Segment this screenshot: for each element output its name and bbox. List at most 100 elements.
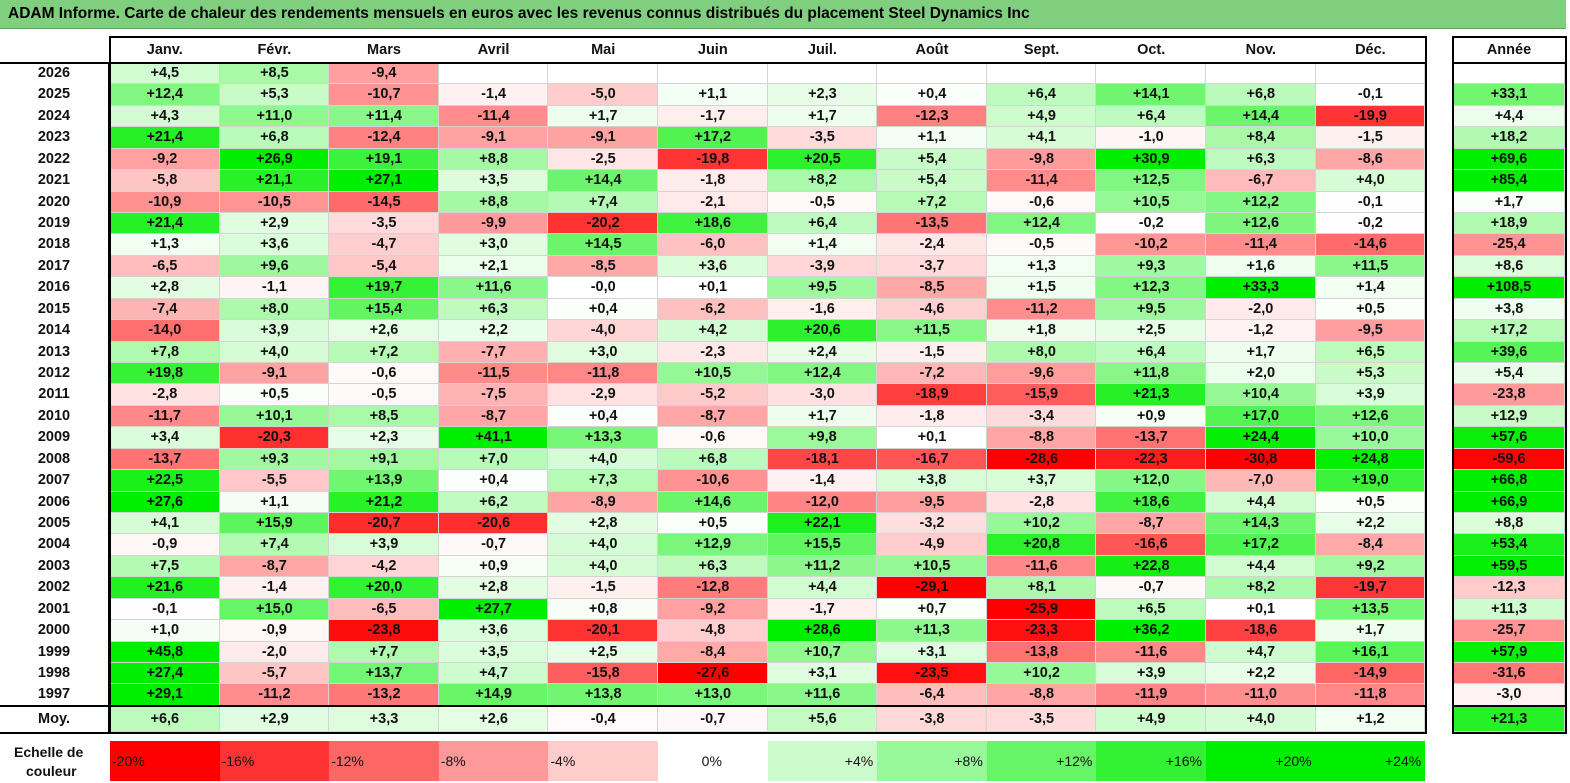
heatmap-cell — [329, 513, 439, 535]
heatmap-cell — [986, 363, 1097, 385]
heatmap-cell — [877, 170, 987, 192]
heatmap-cell — [767, 620, 878, 642]
heatmap-cell — [986, 170, 1097, 192]
heatmap-cell-value: +7,2 — [369, 343, 399, 360]
heatmap-cell — [329, 620, 439, 642]
heatmap-cell — [438, 577, 549, 599]
year-total-cell — [1453, 234, 1565, 256]
heatmap-cell-value: -2,8 — [1029, 493, 1055, 510]
heatmap-cell-value: -5,4 — [371, 257, 397, 274]
heatmap-cell-value: -23,3 — [1025, 622, 1059, 639]
heatmap-cell-value: -13,7 — [1134, 429, 1168, 446]
heatmap-cell — [658, 620, 768, 642]
heatmap-cell — [1315, 320, 1426, 342]
heatmap-cell-value: +0,4 — [588, 407, 618, 424]
heatmap-cell — [877, 84, 987, 106]
heatmap-cell — [877, 191, 987, 213]
heatmap-cell — [1206, 213, 1316, 235]
heatmap-cell-value: -11,4 — [477, 107, 510, 124]
heatmap-cell-value: +3,9 — [369, 536, 399, 553]
heatmap-cell-value: +8,8 — [479, 150, 508, 167]
heatmap-cell-value: +13,0 — [694, 686, 732, 703]
heatmap-cell-value: +0,1 — [917, 429, 947, 446]
heatmap-cell-value: -3,9 — [809, 257, 835, 274]
heatmap-cell-value: +33,3 — [1242, 279, 1280, 296]
heatmap-cell-value: +11,3 — [914, 622, 950, 639]
heatmap-cell — [548, 598, 658, 621]
heatmap-cell — [1315, 341, 1426, 363]
heatmap-cell — [329, 213, 439, 235]
heatmap-cell — [658, 513, 768, 535]
average-cell — [548, 705, 658, 732]
heatmap-cell — [219, 191, 330, 213]
heatmap-cell — [219, 620, 330, 642]
heatmap-cell — [986, 213, 1097, 235]
heatmap-cell-value: -11,0 — [1244, 686, 1277, 703]
heatmap-cell-value: -15,8 — [586, 665, 620, 682]
heatmap-cell-value: -4,8 — [700, 622, 726, 639]
year-total-cell-value: -3,0 — [1496, 686, 1522, 703]
average-cell-value: +3,3 — [369, 710, 399, 727]
heatmap-cell — [658, 555, 768, 578]
heatmap-cell-value: +3,6 — [260, 236, 289, 253]
heatmap-cell — [986, 470, 1097, 492]
heatmap-cell-value: +15,9 — [256, 515, 293, 532]
heatmap-cell-value: +2,5 — [1136, 322, 1166, 339]
year-total-cell-value: +85,4 — [1490, 172, 1528, 189]
heatmap-cell-value: +22,1 — [804, 515, 841, 532]
scale-step-label: +16% — [1165, 753, 1202, 769]
heatmap-cell-value: -2,0 — [261, 643, 287, 660]
heatmap-cell — [1315, 491, 1426, 514]
heatmap-cell — [1096, 127, 1206, 149]
heatmap-cell — [548, 148, 658, 171]
heatmap-cell — [219, 577, 330, 599]
scale-swatch — [329, 741, 439, 781]
heatmap-cell-value: +6,8 — [698, 450, 728, 467]
heatmap-cell-value: +21,4 — [146, 215, 184, 231]
heatmap-cell-value: +4,0 — [588, 557, 618, 574]
heatmap-cell — [877, 534, 987, 556]
year-total-cell-value: +53,4 — [1490, 536, 1528, 553]
heatmap-cell — [877, 641, 987, 664]
year-total-cell — [1453, 405, 1565, 428]
heatmap-cell-value: -12,8 — [696, 579, 730, 596]
heatmap-cell-value: -25,9 — [1025, 600, 1059, 617]
heatmap-cell — [1206, 513, 1316, 535]
heatmap-cell-value: -7,0 — [1248, 472, 1274, 489]
heatmap-cell — [986, 448, 1097, 471]
heatmap-cell-value: +0,1 — [1246, 600, 1276, 617]
heatmap-cell-value: -10,9 — [148, 193, 182, 210]
heatmap-cell-value: +8,5 — [369, 407, 399, 424]
heatmap-cell-value: -11,8 — [587, 365, 620, 382]
heatmap-cell — [1096, 191, 1206, 213]
heatmap-cell-value: +28,6 — [804, 622, 841, 639]
heatmap-cell-value: -10,2 — [1134, 236, 1168, 253]
heatmap-cell — [438, 127, 549, 149]
heatmap-cell — [1206, 663, 1316, 685]
average-cell — [219, 705, 330, 732]
heatmap-cell — [548, 170, 658, 192]
month-header: Mai — [591, 42, 616, 58]
heatmap-cell-value: -1,4 — [261, 579, 287, 596]
heatmap-cell-value: -10,6 — [696, 472, 730, 489]
heatmap-cell — [110, 577, 220, 599]
heatmap-cell — [329, 491, 439, 514]
heatmap-cell — [548, 341, 658, 363]
heatmap-cell-value: -11,5 — [477, 365, 510, 382]
heatmap-cell — [329, 277, 439, 299]
heatmap-cell-value: -9,1 — [481, 129, 507, 146]
heatmap-cell-value: -11,6 — [1025, 557, 1058, 574]
heatmap-cell — [438, 255, 549, 278]
heatmap-cell-value: -0,0 — [590, 279, 616, 296]
year-label: 2004 — [37, 536, 71, 553]
heatmap-cell — [986, 234, 1097, 256]
heatmap-cell — [767, 148, 878, 171]
heatmap-cell-value: +4,7 — [1246, 643, 1276, 660]
heatmap-cell — [1315, 84, 1426, 106]
heatmap-cell-value: -0,9 — [261, 622, 287, 639]
heatmap-cell — [110, 148, 220, 171]
heatmap-cell-value: +6,4 — [1027, 86, 1056, 103]
heatmap-cell — [438, 620, 549, 642]
heatmap-cell-value: +3,1 — [917, 643, 947, 660]
heatmap-cell — [438, 555, 549, 578]
